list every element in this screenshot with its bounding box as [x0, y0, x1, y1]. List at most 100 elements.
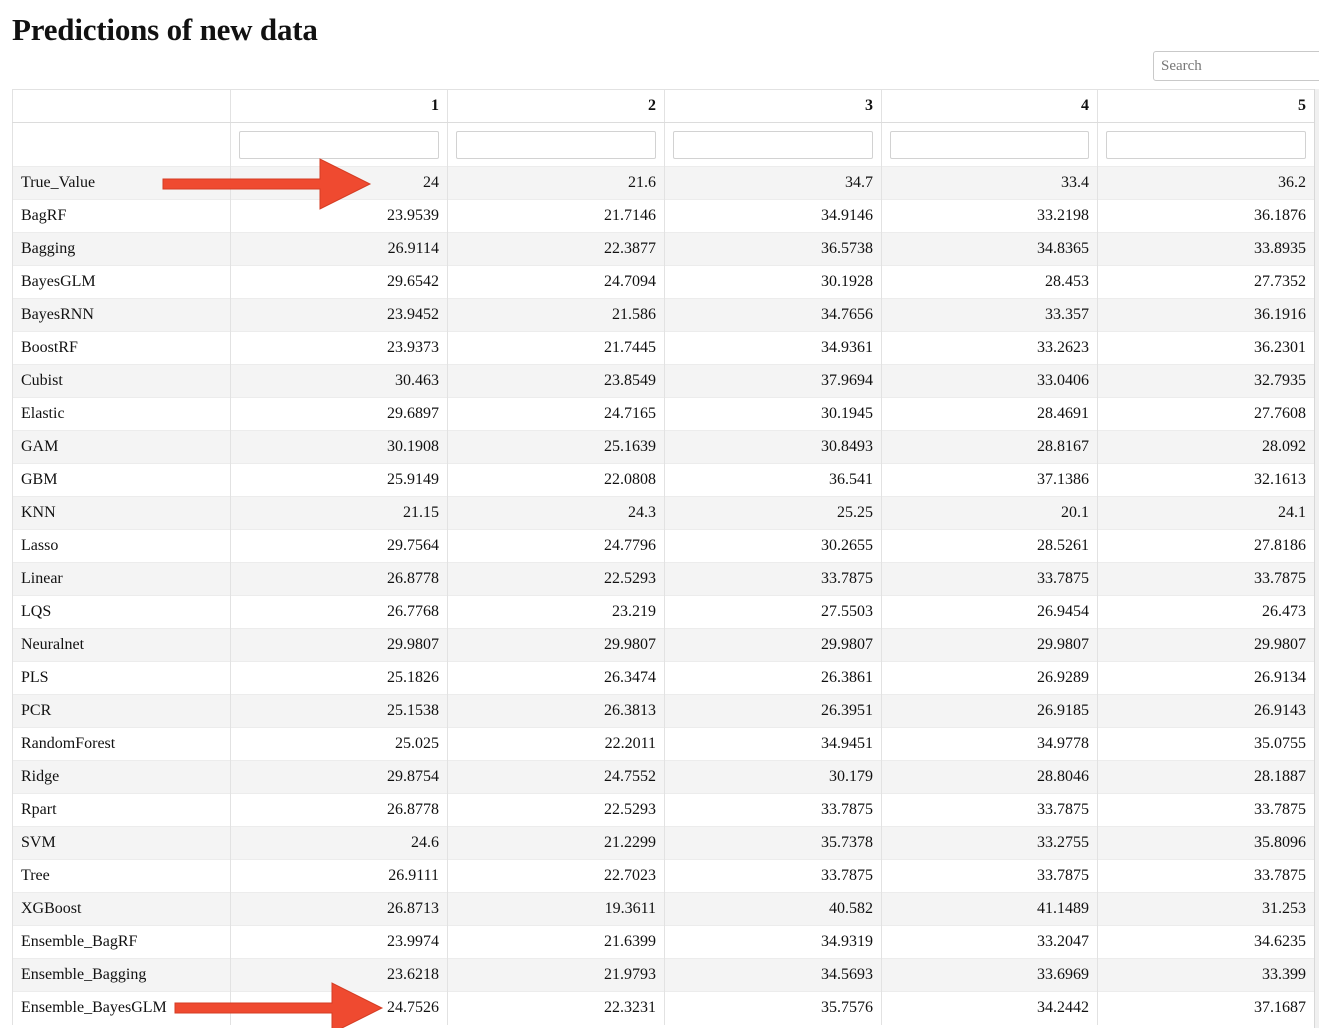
table-row[interactable]: KNN 21.15 24.3 25.25 20.1 24.1: [12, 496, 1315, 530]
row-label-cell: Ridge: [12, 760, 231, 794]
value-cell: 23.9452: [230, 298, 448, 332]
column-header-5[interactable]: 5: [1097, 89, 1315, 123]
value-cell: 29.8754: [230, 760, 448, 794]
row-label-cell: LQS: [12, 595, 231, 629]
column-filter-input-3[interactable]: [673, 130, 873, 159]
value-cell: 28.1887: [1097, 760, 1315, 794]
table-row[interactable]: LQS 26.7768 23.219 27.5503 26.9454 26.473: [12, 595, 1315, 629]
value-cell: 30.1928: [664, 265, 882, 299]
table-row[interactable]: Bagging 26.9114 22.3877 36.5738 34.8365 33.89…: [12, 232, 1315, 266]
row-label-cell: PLS: [12, 661, 231, 695]
filter-cell-5: [1097, 122, 1315, 167]
value-cell: 24.1: [1097, 496, 1315, 530]
column-header-1[interactable]: 1: [230, 89, 448, 123]
table-body: True_Value 24 21.6 34.7 33.4 36.2 BagRF 23.9539…: [12, 122, 1315, 1025]
value-cell: 26.473: [1097, 595, 1315, 629]
row-label-cell: Elastic: [12, 397, 231, 431]
value-cell: 26.3813: [447, 694, 665, 728]
value-cell: 30.1945: [664, 397, 882, 431]
table-row[interactable]: Lasso 29.7564 24.7796 30.2655 28.5261 27.8186: [12, 529, 1315, 563]
value-cell: 33.0406: [881, 364, 1098, 398]
value-cell: 35.7378: [664, 826, 882, 860]
value-cell: 30.1908: [230, 430, 448, 464]
table-row[interactable]: Ensemble_Bagging 23.6218 21.9793 34.5693 33.…: [12, 958, 1315, 992]
column-header-4[interactable]: 4: [881, 89, 1098, 123]
table-row[interactable]: XGBoost 26.8713 19.3611 40.582 41.1489 31.253: [12, 892, 1315, 926]
value-cell: 29.9807: [881, 628, 1098, 662]
column-filter-input-5[interactable]: [1106, 130, 1306, 159]
value-cell: 34.9146: [664, 199, 882, 233]
value-cell: 25.1826: [230, 661, 448, 695]
value-cell: 33.7875: [664, 859, 882, 893]
table-header: 1 2 3 4 5: [12, 89, 1315, 123]
table-row[interactable]: RandomForest 25.025 22.2011 34.9451 34.9778 3…: [12, 727, 1315, 761]
value-cell: 35.7576: [664, 991, 882, 1025]
value-cell: 20.1: [881, 496, 1098, 530]
table-row[interactable]: PCR 25.1538 26.3813 26.3951 26.9185 26.9143: [12, 694, 1315, 728]
row-label-cell: SVM: [12, 826, 231, 860]
search-input[interactable]: [1153, 51, 1319, 81]
value-cell: 32.1613: [1097, 463, 1315, 497]
value-cell: 28.092: [1097, 430, 1315, 464]
value-cell: 29.9807: [1097, 628, 1315, 662]
value-cell: 34.8365: [881, 232, 1098, 266]
filter-cell-empty: [12, 122, 231, 167]
value-cell: 33.399: [1097, 958, 1315, 992]
column-filter-input-4[interactable]: [890, 130, 1089, 159]
value-cell: 21.9793: [447, 958, 665, 992]
value-cell: 26.9289: [881, 661, 1098, 695]
row-label-cell: Lasso: [12, 529, 231, 563]
table-row[interactable]: GBM 25.9149 22.0808 36.541 37.1386 32.1613: [12, 463, 1315, 497]
row-label-cell: BoostRF: [12, 331, 231, 365]
table-row[interactable]: Ensemble_BagRF 23.9974 21.6399 34.9319 33.20…: [12, 925, 1315, 959]
value-cell: 29.7564: [230, 529, 448, 563]
column-filter-input-2[interactable]: [456, 130, 656, 159]
value-cell: 34.9319: [664, 925, 882, 959]
table-row[interactable]: Neuralnet 29.9807 29.9807 29.9807 29.9807 29.…: [12, 628, 1315, 662]
value-cell: 27.8186: [1097, 529, 1315, 563]
value-cell: 34.7: [664, 166, 882, 200]
row-label-cell: Ensemble_BagRF: [12, 925, 231, 959]
value-cell: 33.7875: [664, 562, 882, 596]
filter-cell-4: [881, 122, 1098, 167]
value-cell: 37.9694: [664, 364, 882, 398]
value-cell: 26.9114: [230, 232, 448, 266]
value-cell: 33.2623: [881, 331, 1098, 365]
table-row[interactable]: PLS 25.1826 26.3474 26.3861 26.9289 26.9134: [12, 661, 1315, 695]
value-cell: 22.5293: [447, 562, 665, 596]
value-cell: 33.7875: [664, 793, 882, 827]
table-row[interactable]: BayesGLM 29.6542 24.7094 30.1928 28.453 27.73…: [12, 265, 1315, 299]
table-row[interactable]: Elastic 29.6897 24.7165 30.1945 28.4691 27.76…: [12, 397, 1315, 431]
row-label-cell: BayesRNN: [12, 298, 231, 332]
table-row[interactable]: Ensemble_BayesGLM 24.7526 22.3231 35.7576 34…: [12, 991, 1315, 1025]
value-cell: 33.7875: [881, 859, 1098, 893]
table-row[interactable]: BagRF 23.9539 21.7146 34.9146 33.2198 36.1876: [12, 199, 1315, 233]
table-row[interactable]: True_Value 24 21.6 34.7 33.4 36.2: [12, 166, 1315, 200]
table-row[interactable]: Rpart 26.8778 22.5293 33.7875 33.7875 33.7875: [12, 793, 1315, 827]
value-cell: 28.5261: [881, 529, 1098, 563]
value-cell: 26.9134: [1097, 661, 1315, 695]
row-label-cell: Tree: [12, 859, 231, 893]
value-cell: 36.5738: [664, 232, 882, 266]
row-label-cell: GAM: [12, 430, 231, 464]
row-label-cell: Bagging: [12, 232, 231, 266]
predictions-table: 1 2 3 4 5 True_Value 24 21.6 34.7 33.4 36.2 Ba…: [12, 89, 1315, 1025]
table-row[interactable]: BayesRNN 23.9452 21.586 34.7656 33.357 36.191…: [12, 298, 1315, 332]
table-row[interactable]: Linear 26.8778 22.5293 33.7875 33.7875 33.787…: [12, 562, 1315, 596]
value-cell: 34.7656: [664, 298, 882, 332]
table-row[interactable]: Ridge 29.8754 24.7552 30.179 28.8046 28.1887: [12, 760, 1315, 794]
column-header-2[interactable]: 2: [447, 89, 665, 123]
table-row[interactable]: Tree 26.9111 22.7023 33.7875 33.7875 33.7875: [12, 859, 1315, 893]
vertical-scrollbar[interactable]: [1314, 89, 1319, 1028]
value-cell: 37.1386: [881, 463, 1098, 497]
value-cell: 25.025: [230, 727, 448, 761]
table-row[interactable]: SVM 24.6 21.2299 35.7378 33.2755 35.8096: [12, 826, 1315, 860]
table-row[interactable]: Cubist 30.463 23.8549 37.9694 33.0406 32.7935: [12, 364, 1315, 398]
table-row[interactable]: BoostRF 23.9373 21.7445 34.9361 33.2623 36.23…: [12, 331, 1315, 365]
value-cell: 36.2301: [1097, 331, 1315, 365]
table-row[interactable]: GAM 30.1908 25.1639 30.8493 28.8167 28.092: [12, 430, 1315, 464]
column-filter-input-1[interactable]: [239, 130, 439, 159]
value-cell: 22.3877: [447, 232, 665, 266]
column-header-rowname[interactable]: [12, 89, 231, 123]
column-header-3[interactable]: 3: [664, 89, 882, 123]
